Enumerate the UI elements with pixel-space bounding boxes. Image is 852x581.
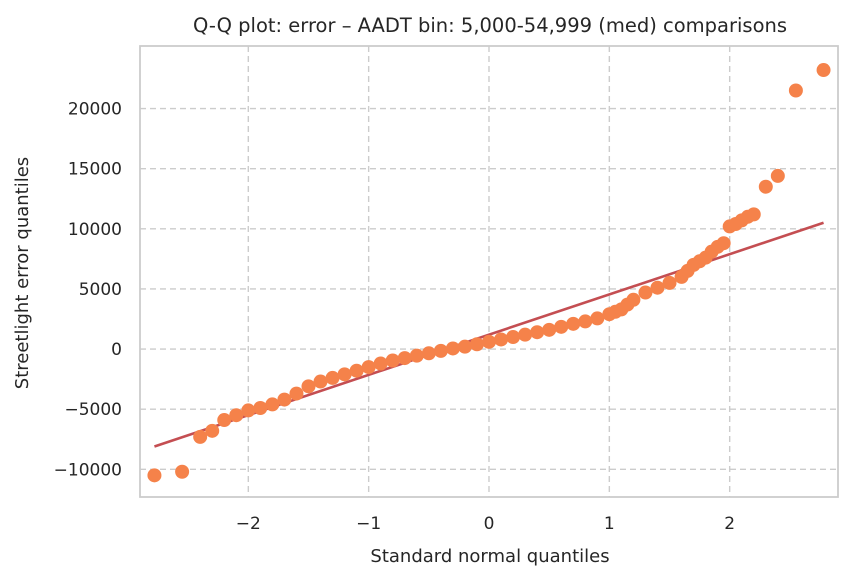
data-point: [265, 397, 280, 412]
data-point: [385, 353, 400, 368]
data-point: [289, 386, 304, 401]
data-point: [397, 351, 412, 366]
chart-title: Q-Q plot: error – AADT bin: 5,000-54,999…: [193, 14, 787, 37]
data-point: [457, 339, 472, 354]
y-tick-label: 10000: [68, 220, 122, 240]
data-point: [205, 423, 220, 438]
data-point: [175, 464, 190, 479]
data-point: [566, 316, 581, 331]
data-point: [445, 341, 460, 356]
data-point: [361, 360, 376, 375]
data-point: [217, 413, 232, 428]
data-point: [433, 343, 448, 358]
x-tick-labels: −2 −1 0 1 2: [236, 514, 735, 534]
y-axis-label: Streetlight error quantiles: [12, 157, 33, 389]
x-tick-label: 2: [724, 514, 735, 534]
data-point: [788, 83, 803, 98]
data-point: [638, 285, 653, 300]
plot-frame: [139, 45, 839, 498]
x-tick-label: −2: [236, 514, 261, 534]
data-point: [241, 403, 256, 418]
data-point: [816, 63, 831, 78]
data-point: [758, 179, 773, 194]
data-point: [337, 367, 352, 382]
data-point: [590, 311, 605, 326]
grid-lines: [140, 46, 838, 497]
data-point: [469, 337, 484, 352]
data-point: [421, 346, 436, 361]
data-point: [325, 370, 340, 385]
y-tick-label: −10000: [54, 460, 122, 480]
data-point: [746, 207, 761, 222]
y-tick-label: 0: [111, 340, 122, 360]
data-points: [147, 63, 831, 483]
x-tick-label: −1: [356, 514, 381, 534]
y-tick-label: 15000: [68, 160, 122, 180]
data-point: [301, 379, 316, 394]
data-point: [277, 392, 292, 407]
y-tick-labels: −10000 −5000 0 5000 10000 15000 20000: [54, 100, 122, 481]
data-point: [554, 319, 569, 334]
data-point: [494, 332, 509, 347]
data-point: [626, 292, 641, 307]
data-point: [373, 356, 388, 371]
y-tick-label: −5000: [64, 400, 122, 420]
data-point: [193, 429, 208, 444]
data-point: [770, 168, 785, 183]
data-point: [578, 314, 593, 329]
data-point: [253, 401, 268, 416]
data-point: [530, 325, 545, 340]
data-point: [229, 408, 244, 423]
x-axis-label: Standard normal quantiles: [370, 546, 609, 567]
data-point: [482, 334, 496, 349]
x-tick-label: 0: [484, 514, 495, 534]
x-tick-label: 1: [604, 514, 615, 534]
y-tick-label: 20000: [68, 100, 122, 120]
data-point: [147, 468, 162, 483]
data-point: [650, 280, 665, 295]
data-point: [409, 348, 424, 363]
data-point: [542, 322, 557, 337]
data-point: [662, 275, 677, 290]
data-point: [313, 374, 328, 389]
data-point: [518, 327, 533, 342]
data-point: [716, 236, 731, 251]
data-point: [349, 363, 364, 378]
y-tick-label: 5000: [79, 280, 122, 300]
data-point: [506, 330, 521, 345]
